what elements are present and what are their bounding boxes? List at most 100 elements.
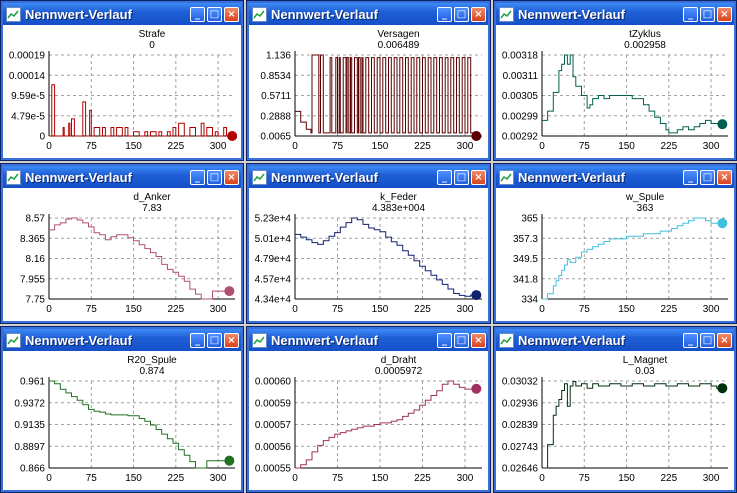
current-value-marker xyxy=(224,455,235,466)
x-tick-label: 150 xyxy=(125,473,142,484)
y-tick-label: 0.03032 xyxy=(502,377,539,388)
y-tick-label: 0.00318 xyxy=(502,51,539,62)
y-tick-label: 0.00019 xyxy=(9,51,46,62)
x-tick-label: 300 xyxy=(457,141,474,152)
y-tick-label: 341.8 xyxy=(513,274,538,285)
minimize-button[interactable]: _ xyxy=(190,169,205,185)
y-tick-label: 0.02839 xyxy=(502,420,539,431)
close-button[interactable]: × xyxy=(471,332,486,348)
current-value-marker xyxy=(717,383,728,394)
maximize-button[interactable]: □ xyxy=(207,169,222,185)
minimize-button[interactable]: _ xyxy=(683,169,698,185)
title-bar[interactable]: Nennwert-Verlauf _ □ × xyxy=(3,166,241,188)
title-bar[interactable]: Nennwert-Verlauf _ □ × xyxy=(249,166,488,188)
close-button[interactable]: × xyxy=(471,6,486,22)
x-tick-label: 0 xyxy=(46,141,52,152)
series-line xyxy=(295,54,477,136)
chart-window-6[interactable]: Nennwert-Verlauf _ □ × w_Spule 363 0 75 150 225 30… xyxy=(493,163,737,324)
x-tick-label: 150 xyxy=(125,304,142,315)
y-tick-label: 0.8897 xyxy=(14,442,45,453)
chart-window-7[interactable]: Nennwert-Verlauf _ □ × R20_Spule 0.874 0 75 150 2… xyxy=(0,326,244,493)
chart-window-icon xyxy=(6,6,21,22)
chart-window-icon xyxy=(499,6,514,22)
current-value: 7.83 xyxy=(142,203,162,214)
y-tick-label: 4.79e+4 xyxy=(255,254,292,265)
series-name: R20_Spule xyxy=(127,355,177,366)
minimize-button[interactable]: _ xyxy=(437,332,452,348)
close-button[interactable]: × xyxy=(224,6,239,22)
chart-area: tZyklus 0.002958 0 75 150 225 300 0.00318 0.0031… xyxy=(498,27,732,156)
chart-window-8[interactable]: Nennwert-Verlauf _ □ × d_Draht 0.0005972 0 75 15… xyxy=(246,326,491,493)
y-tick-label: 0.8534 xyxy=(260,71,291,82)
y-tick-label: 0.0065 xyxy=(260,132,291,143)
chart-window-4[interactable]: Nennwert-Verlauf _ □ × d_Anker 7.83 0 75 150 225 3… xyxy=(0,163,244,324)
y-tick-label: 5.23e+4 xyxy=(255,214,292,225)
series-name: tZyklus xyxy=(629,29,661,40)
close-button[interactable]: × xyxy=(471,169,486,185)
y-tick-label: 0.00292 xyxy=(502,132,539,143)
close-button[interactable]: × xyxy=(717,332,732,348)
series-line xyxy=(49,84,233,137)
close-button[interactable]: × xyxy=(224,332,239,348)
title-bar[interactable]: Nennwert-Verlauf _ □ × xyxy=(3,329,241,351)
chart-window-9[interactable]: Nennwert-Verlauf _ □ × L_Magnet 0.03 0 75 150 225… xyxy=(493,326,737,493)
minimize-button[interactable]: _ xyxy=(683,332,698,348)
y-tick-label: 0.00305 xyxy=(502,91,539,102)
x-tick-label: 300 xyxy=(703,304,720,315)
x-tick-label: 300 xyxy=(457,473,474,484)
x-tick-label: 75 xyxy=(86,304,98,315)
series-line xyxy=(542,217,723,300)
close-button[interactable]: × xyxy=(717,169,732,185)
maximize-button[interactable]: □ xyxy=(700,6,715,22)
y-tick-label: 0.00311 xyxy=(503,71,539,82)
x-tick-label: 75 xyxy=(332,304,344,315)
maximize-button[interactable]: □ xyxy=(454,169,469,185)
current-value: 0 xyxy=(149,40,155,51)
maximize-button[interactable]: □ xyxy=(454,6,469,22)
maximize-button[interactable]: □ xyxy=(207,332,222,348)
title-bar[interactable]: Nennwert-Verlauf _ □ × xyxy=(249,3,488,25)
close-button[interactable]: × xyxy=(224,169,239,185)
minimize-button[interactable]: _ xyxy=(437,6,452,22)
x-tick-label: 150 xyxy=(372,304,389,315)
minimize-button[interactable]: _ xyxy=(437,169,452,185)
x-tick-label: 0 xyxy=(46,304,52,315)
title-bar[interactable]: Nennwert-Verlauf _ □ × xyxy=(3,3,241,25)
window-title: Nennwert-Verlauf xyxy=(271,6,378,22)
series-line xyxy=(542,54,723,134)
maximize-button[interactable]: □ xyxy=(700,169,715,185)
series-line xyxy=(295,380,477,469)
x-tick-label: 150 xyxy=(125,141,142,152)
title-bar[interactable]: Nennwert-Verlauf _ □ × xyxy=(496,329,734,351)
maximize-button[interactable]: □ xyxy=(700,332,715,348)
chart-window-2[interactable]: Nennwert-Verlauf _ □ × Versagen 0.006489 0 75 15… xyxy=(246,0,491,161)
current-value-marker xyxy=(471,131,482,142)
series-name: d_Draht xyxy=(381,355,417,366)
chart-window-1[interactable]: Nennwert-Verlauf _ □ × Strafe 0 0 75 150 225 300 0.… xyxy=(0,0,244,161)
series-name: w_Spule xyxy=(625,192,665,203)
chart-area: L_Magnet 0.03 0 75 150 225 300 0.03032 0.02936 0.… xyxy=(498,353,732,488)
maximize-button[interactable]: □ xyxy=(454,332,469,348)
window-title: Nennwert-Verlauf xyxy=(271,169,378,185)
chart-area: w_Spule 363 0 75 150 225 300 365 357.3 349.5 341.8… xyxy=(498,190,732,319)
maximize-button[interactable]: □ xyxy=(207,6,222,22)
x-tick-label: 225 xyxy=(414,473,431,484)
chart-window-3[interactable]: Nennwert-Verlauf _ □ × tZyklus 0.002958 0 75 150… xyxy=(493,0,737,161)
minimize-button[interactable]: _ xyxy=(683,6,698,22)
minimize-button[interactable]: _ xyxy=(190,332,205,348)
title-bar[interactable]: Nennwert-Verlauf _ □ × xyxy=(249,329,488,351)
minimize-button[interactable]: _ xyxy=(190,6,205,22)
current-value: 0.002958 xyxy=(624,40,666,51)
chart-window-icon xyxy=(499,332,514,348)
x-tick-label: 300 xyxy=(457,304,474,315)
x-tick-label: 0 xyxy=(539,304,545,315)
series-line xyxy=(49,217,230,300)
close-button[interactable]: × xyxy=(717,6,732,22)
title-bar[interactable]: Nennwert-Verlauf _ □ × xyxy=(496,3,734,25)
y-tick-label: 9.59e-5 xyxy=(11,91,45,102)
chart-window-5[interactable]: Nennwert-Verlauf _ □ × k_Feder 4.383e+004 0 75 1… xyxy=(246,163,491,324)
title-bar[interactable]: Nennwert-Verlauf _ □ × xyxy=(496,166,734,188)
